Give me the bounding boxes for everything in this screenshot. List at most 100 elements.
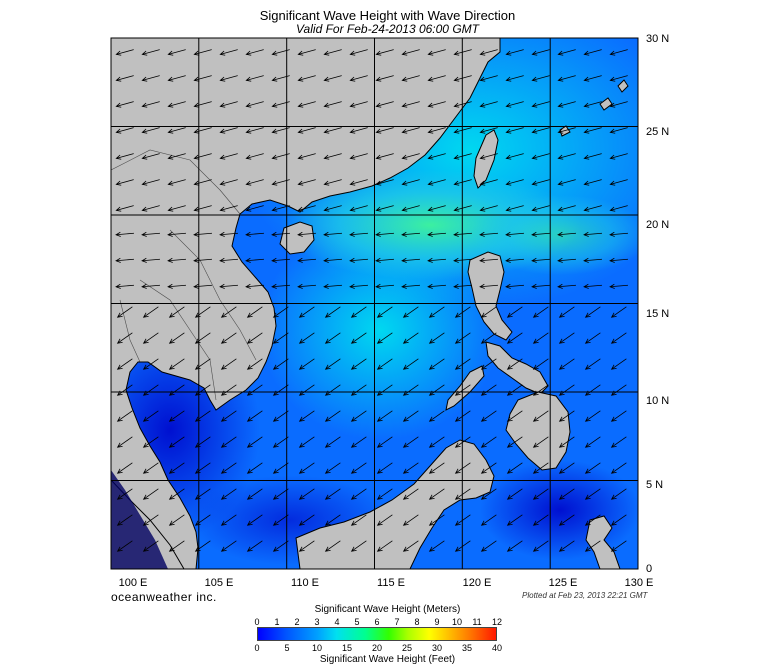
wave-arrow <box>141 231 161 237</box>
wave-arrow <box>584 410 601 422</box>
wave-arrow <box>220 384 237 396</box>
brand-label: oceanweather inc. <box>111 590 217 604</box>
wave-arrow <box>558 462 575 474</box>
wave-arrow <box>245 179 264 186</box>
wave-arrow <box>609 257 629 263</box>
wave-arrow <box>427 257 447 263</box>
wave-arrow <box>480 488 497 500</box>
wave-arrow <box>610 358 627 370</box>
x-tick-125e: 125 E <box>548 577 578 589</box>
wave-arrow <box>558 384 575 396</box>
wave-arrow <box>168 384 185 396</box>
wave-arrow <box>401 283 421 289</box>
sulawesi-island <box>585 515 621 569</box>
wave-arrow <box>532 384 549 396</box>
wave-arrow <box>220 436 237 448</box>
borneo-island <box>295 439 495 569</box>
wave-arrow <box>194 358 211 370</box>
wave-arrow <box>167 283 187 289</box>
wave-arrow <box>454 410 471 422</box>
wave-arrow <box>194 462 211 474</box>
wave-arrow <box>298 436 315 448</box>
wave-arrow <box>583 127 602 134</box>
wave-arrow <box>194 306 211 318</box>
wave-arrow <box>245 101 264 108</box>
wave-arrow <box>271 127 290 134</box>
wave-arrow <box>194 410 211 422</box>
wave-arrow <box>376 358 393 370</box>
wave-arrow <box>272 514 289 526</box>
wave-arrow <box>272 540 289 552</box>
wave-arrow <box>609 101 628 108</box>
wave-arrow <box>584 436 601 448</box>
wave-arrow <box>272 306 289 318</box>
wave-arrow <box>350 410 367 422</box>
wave-arrow <box>402 358 419 370</box>
wave-arrow <box>323 283 343 289</box>
wave-arrow <box>506 306 523 318</box>
wave-arrow <box>246 436 263 448</box>
hainan-island <box>279 221 315 255</box>
wave-arrow <box>272 488 289 500</box>
wave-arrow <box>479 179 498 186</box>
map-title: Significant Wave Height with Wave Direct… <box>259 8 516 23</box>
wave-arrow <box>116 488 133 500</box>
wave-arrow <box>454 332 471 344</box>
wave-arrow <box>194 514 211 526</box>
map-subtitle: Valid For Feb-24-2013 06:00 GMT <box>296 22 479 36</box>
wave-arrow <box>531 101 550 108</box>
taiwan-island <box>473 129 499 189</box>
wave-arrow <box>375 179 394 186</box>
wave-arrow <box>323 205 342 212</box>
wave-arrow <box>220 358 237 370</box>
wave-arrow <box>557 179 576 186</box>
wave-arrow <box>402 332 419 344</box>
wave-arrow <box>428 410 445 422</box>
wave-arrow <box>141 257 161 263</box>
wave-arrow <box>402 540 419 552</box>
wave-arrow <box>297 127 316 134</box>
wave-arrow <box>401 49 420 56</box>
wave-arrow <box>324 462 341 474</box>
colorbar-feet-tick: 20 <box>371 643 383 653</box>
wave-arrow <box>272 358 289 370</box>
wave-arrow <box>219 127 238 134</box>
wave-arrow <box>246 332 263 344</box>
wave-arrow <box>323 75 342 82</box>
wave-arrow <box>531 127 550 134</box>
wave-arrow <box>193 257 213 263</box>
wave-arrow <box>141 49 160 56</box>
wave-arrow <box>116 540 133 552</box>
wave-arrow <box>220 462 237 474</box>
wave-arrow <box>610 436 627 448</box>
wave-arrow <box>142 384 159 396</box>
wave-arrow <box>115 205 134 212</box>
wave-arrow <box>609 231 629 237</box>
wave-arrow <box>271 101 290 108</box>
wave-arrow <box>505 205 524 212</box>
wave-arrow <box>583 75 602 82</box>
wave-arrow <box>558 436 575 448</box>
wave-arrow <box>115 257 135 263</box>
wave-arrow <box>193 283 213 289</box>
wave-arrow <box>453 205 472 212</box>
wave-arrow <box>349 205 368 212</box>
wave-arrow <box>453 231 473 237</box>
wave-arrow <box>116 384 133 396</box>
wave-arrow <box>349 257 369 263</box>
wave-arrow <box>584 332 601 344</box>
wave-arrow <box>167 179 186 186</box>
wave-arrow <box>168 540 185 552</box>
wave-arrow <box>323 49 342 56</box>
wave-arrow <box>583 257 603 263</box>
wave-arrow <box>297 205 316 212</box>
wave-arrow <box>376 306 393 318</box>
wave-arrow <box>454 514 471 526</box>
wave-arrow <box>219 231 239 237</box>
wave-arrow <box>505 179 524 186</box>
wave-arrow <box>323 127 342 134</box>
wave-arrow <box>453 75 472 82</box>
wave-arrow <box>480 358 497 370</box>
y-tick-5n: 5 N <box>646 479 664 491</box>
colorbar-feet-tick: 0 <box>254 643 260 653</box>
